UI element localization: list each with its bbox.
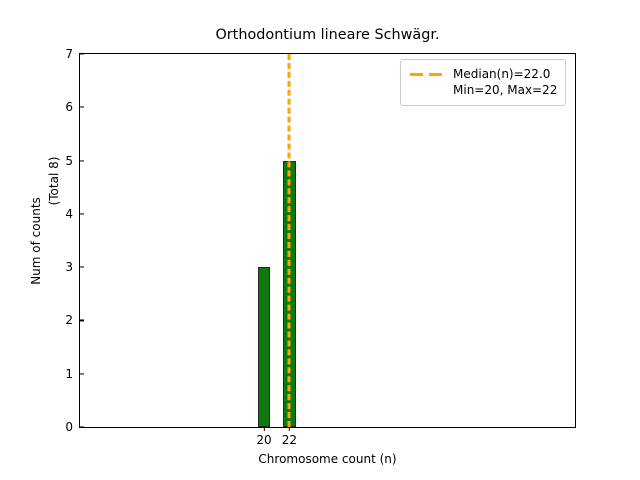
legend-median-line-swatch — [409, 66, 445, 83]
y-axis-tick-label: 2 — [65, 313, 73, 328]
legend-text: Median(n)=22.0 Min=20, Max=22 — [453, 66, 557, 98]
y-axis-tick-label: 5 — [65, 153, 73, 168]
y-axis-tick: 3 — [65, 260, 84, 275]
y-axis-tick-mark — [80, 53, 84, 55]
y-axis-tick-label: 1 — [65, 366, 73, 381]
y-axis-tick: 5 — [65, 153, 84, 168]
x-axis-tick-label: 22 — [281, 433, 298, 447]
y-axis-tick-mark — [80, 319, 84, 321]
y-axis-tick-mark — [80, 160, 84, 162]
bar — [257, 267, 271, 427]
x-axis-tick-label: 20 — [256, 433, 272, 447]
y-axis-tick-mark — [80, 373, 84, 375]
y-axis-total-label-container: (Total 8) — [44, 53, 64, 428]
y-axis-tick-mark — [80, 213, 84, 215]
y-axis-tick-label: 6 — [65, 100, 73, 115]
median-line — [287, 54, 291, 427]
y-axis-label: Num of counts — [29, 196, 43, 285]
y-axis-tick-mark — [80, 266, 84, 268]
y-axis-tick: 1 — [65, 366, 84, 381]
y-axis-tick: 2 — [65, 313, 84, 328]
x-axis-tick: 22 — [282, 427, 297, 447]
y-axis-tick: 6 — [65, 100, 84, 115]
y-axis-tick: 4 — [65, 206, 84, 221]
y-axis-tick-label: 0 — [65, 420, 73, 434]
y-axis-tick: 0 — [65, 420, 84, 434]
y-axis-tick-mark — [80, 106, 84, 108]
x-axis-tick-mark — [288, 427, 290, 431]
plot-area: 0 1 2 3 4 5 6 7 20 22 — [65, 47, 576, 447]
legend-median-label: Median(n)=22.0 — [453, 67, 551, 81]
x-axis-tick-mark — [263, 427, 265, 431]
y-axis-tick-label: 3 — [65, 260, 73, 275]
legend-minmax-label: Min=20, Max=22 — [453, 83, 558, 97]
chart-title: Orthodontium lineare Schwägr. — [215, 27, 440, 43]
x-axis-label: Chromosome count (n) — [258, 452, 397, 466]
y-axis-label-container: Num of counts — [26, 53, 46, 428]
x-axis-tick: 20 — [256, 427, 272, 447]
y-axis-tick-label: 7 — [65, 47, 73, 61]
y-axis-total-label: (Total 8) — [47, 156, 61, 205]
y-axis-tick: 7 — [65, 47, 84, 61]
legend: Median(n)=22.0 Min=20, Max=22 — [400, 59, 567, 106]
y-axis-tick-mark — [80, 426, 84, 428]
y-axis-tick-label: 4 — [65, 206, 73, 221]
